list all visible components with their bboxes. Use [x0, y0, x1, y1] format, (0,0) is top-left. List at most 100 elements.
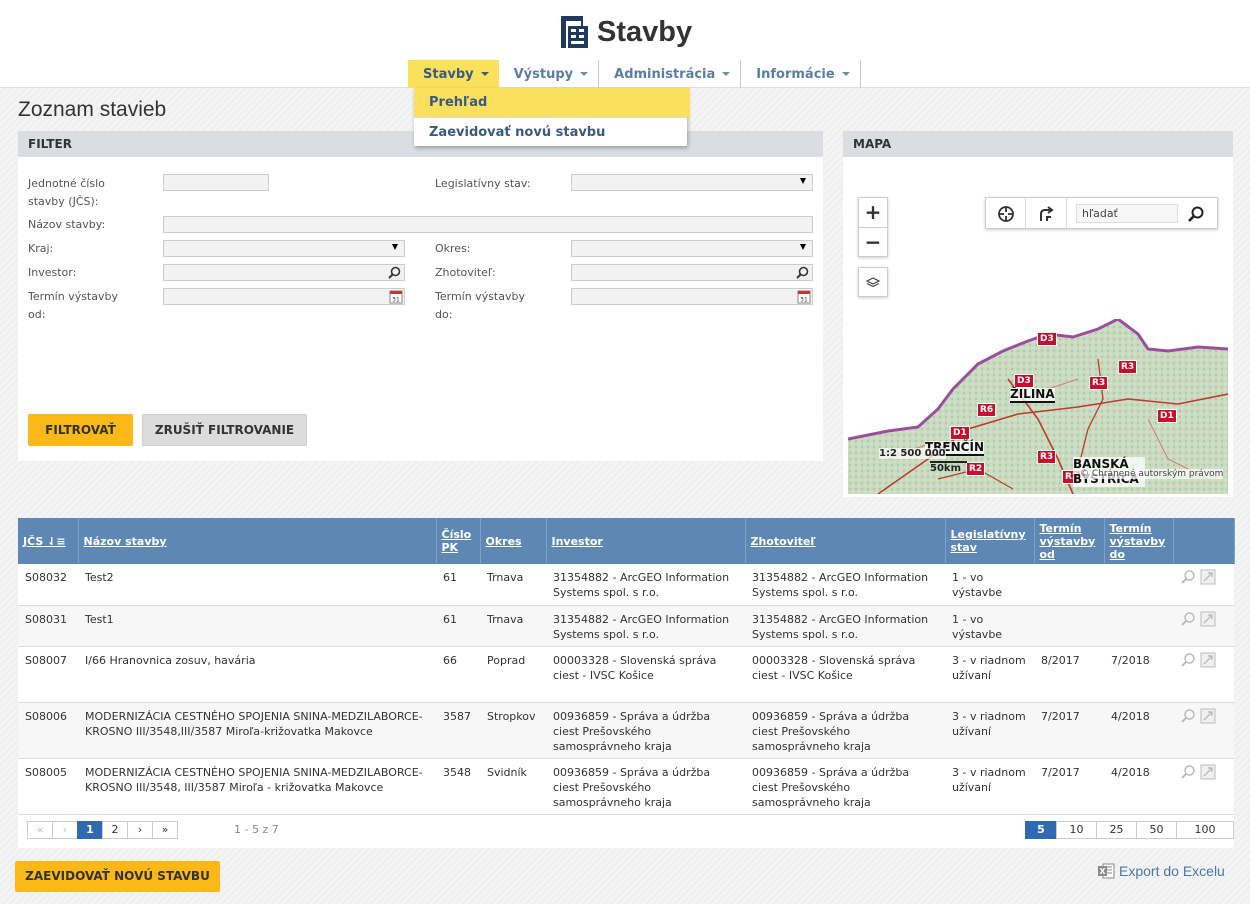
page-size-option[interactable]: 10 — [1056, 821, 1097, 839]
page-size-option[interactable]: 5 — [1025, 821, 1057, 839]
column-header-jcs[interactable]: JČS ⇃≡ — [18, 518, 79, 564]
column-header-stav[interactable]: Legislatívny stav — [945, 518, 1035, 564]
cell-investor: 00936859 - Správa a údržba ciest Prešovs… — [546, 758, 745, 815]
calendar-icon[interactable]: 31 — [389, 289, 403, 304]
nav-administracia[interactable]: Administrácia — [599, 60, 742, 88]
column-header-zhotovitel[interactable]: Zhotoviteľ — [745, 518, 946, 564]
page-button[interactable]: 1 — [77, 821, 103, 839]
page-size-selector: 5 10 25 50 100 — [1025, 821, 1234, 839]
export-label: Export do Excelu — [1119, 863, 1225, 879]
cell-pk: 3548 — [436, 758, 480, 815]
cell-okres: Stropkov — [480, 702, 546, 759]
cell-od: 7/2017 — [1034, 702, 1104, 759]
prev-page-button[interactable]: ‹ — [52, 821, 78, 839]
chevron-down-icon — [580, 72, 589, 76]
zoom-out-button[interactable]: − — [859, 227, 887, 256]
jcs-input[interactable] — [163, 174, 269, 191]
road-marker: D1 — [950, 426, 970, 440]
locate-icon[interactable] — [996, 204, 1016, 224]
town-label: ŽILINA — [1010, 387, 1055, 403]
table-row[interactable]: S08031 Test1 61 Trnava 31354882 - ArcGEO… — [18, 605, 1234, 647]
search-icon[interactable] — [1180, 569, 1196, 585]
filter-button[interactable]: FILTROVAŤ — [28, 414, 133, 446]
zhotovitel-input[interactable] — [571, 264, 813, 281]
column-label: JČS — [23, 534, 44, 548]
cell-zhotovitel: 00936859 - Správa a údržba ciest Prešovs… — [745, 758, 945, 815]
table-row[interactable]: S08006 MODERNIZÁCIA CESTNÉHO SPOJENIA SN… — [18, 702, 1234, 759]
nav-stavby[interactable]: Stavby — [408, 60, 499, 88]
app-logo[interactable]: Stavby — [559, 12, 692, 52]
jcs-label: Jednotné číslo stavby (JČS): — [28, 177, 105, 208]
column-header-nazov[interactable]: Názov stavby — [78, 518, 437, 564]
calendar-icon[interactable]: 31 — [797, 289, 811, 304]
layers-button[interactable] — [858, 267, 888, 297]
first-page-button[interactable]: « — [27, 821, 53, 839]
kraj-select[interactable] — [163, 240, 405, 257]
map-zoom-icon[interactable] — [1200, 611, 1216, 627]
column-header-investor[interactable]: Investor — [546, 518, 746, 564]
search-icon[interactable] — [796, 266, 809, 279]
cell-investor: 00003328 - Slovenská správa ciest - IVSC… — [546, 646, 745, 703]
nazov-input[interactable] — [163, 216, 813, 233]
legislativny-stav-label: Legislatívny stav: — [435, 177, 531, 190]
menu-item-zaevidovat[interactable]: Zaevidovať novú stavbu — [414, 117, 687, 146]
legislativny-stav-select[interactable] — [571, 174, 813, 191]
table-row[interactable]: S08005 MODERNIZÁCIA CESTNÉHO SPOJENIA SN… — [18, 758, 1234, 815]
map-zoom-icon[interactable] — [1200, 708, 1216, 724]
cell-stav: 1 - vo výstavbe — [945, 605, 1034, 647]
column-header-okres[interactable]: Okres — [480, 518, 547, 564]
page-button[interactable]: 2 — [102, 821, 128, 839]
menu-item-prehlad[interactable]: Prehľad — [414, 88, 690, 117]
map-canvas[interactable]: D3 D3 R3 R3 R6 D1 D1 R3 R2 R2 ŽILINA TRE… — [843, 157, 1233, 497]
next-page-button[interactable]: › — [127, 821, 153, 839]
search-icon[interactable] — [1180, 652, 1196, 668]
page-size-option[interactable]: 25 — [1096, 821, 1137, 839]
sort-desc-icon: ⇃≡ — [47, 534, 66, 548]
map-zoom-icon[interactable] — [1200, 764, 1216, 780]
termin-od-input[interactable]: 31 — [163, 288, 405, 305]
termin-do-label: Termín výstavby do: — [435, 290, 525, 321]
column-header-do[interactable]: Termín výstavby do — [1104, 518, 1174, 564]
zoom-in-button[interactable]: + — [864, 200, 882, 224]
route-icon[interactable] — [1036, 204, 1056, 224]
search-icon[interactable] — [388, 266, 401, 279]
column-header-pk[interactable]: Číslo PK — [436, 518, 481, 564]
nav-informacie[interactable]: Informácie — [741, 60, 861, 88]
search-icon[interactable] — [1180, 708, 1196, 724]
road-marker: R3 — [1089, 376, 1109, 390]
cell-investor: 00936859 - Správa a údržba ciest Prešovs… — [546, 702, 745, 759]
map-zoom-icon[interactable] — [1200, 652, 1216, 668]
add-stavba-button[interactable]: ZAEVIDOVAŤ NOVÚ STAVBU — [15, 861, 220, 892]
svg-text:31: 31 — [392, 297, 400, 304]
termin-do-input[interactable]: 31 — [571, 288, 813, 305]
cell-jcs: S08007 — [18, 646, 78, 703]
column-header-od[interactable]: Termín výstavby od — [1034, 518, 1105, 564]
nazov-label: Názov stavby: — [28, 218, 106, 231]
search-icon[interactable] — [1180, 611, 1196, 627]
last-page-button[interactable]: » — [152, 821, 178, 839]
cell-zhotovitel: 00003328 - Slovenská správa ciest - IVSC… — [745, 646, 945, 703]
map-header: MAPA — [843, 131, 1233, 157]
map-search-input[interactable]: hľadať — [1076, 204, 1178, 223]
chevron-down-icon — [480, 72, 489, 76]
cell-nazov: I/66 Hranovnica zosuv, havária — [78, 646, 436, 703]
nav-dropdown-menu: Prehľad Zaevidovať novú stavbu — [414, 88, 690, 146]
search-icon[interactable] — [1187, 205, 1205, 223]
main-nav: Stavby Výstupy Administrácia Informácie — [408, 60, 861, 88]
layers-icon — [865, 277, 881, 288]
investor-input[interactable] — [163, 264, 405, 281]
okres-select[interactable] — [571, 240, 813, 257]
page-size-option[interactable]: 100 — [1176, 821, 1234, 839]
search-icon[interactable] — [1180, 764, 1196, 780]
export-excel-link[interactable]: X Export do Excelu — [1097, 862, 1225, 880]
app-header: Stavby Stavby Výstupy Administrácia Info… — [0, 0, 1250, 88]
table-row[interactable]: S08007 I/66 Hranovnica zosuv, havária 66… — [18, 646, 1234, 703]
page-size-option[interactable]: 50 — [1136, 821, 1177, 839]
cell-nazov: Test2 — [78, 564, 436, 606]
map-zoom-icon[interactable] — [1200, 569, 1216, 585]
cell-do: 4/2018 — [1104, 702, 1173, 759]
reset-filter-button[interactable]: ZRUŠIŤ FILTROVANIE — [142, 414, 307, 446]
table-header-row: JČS ⇃≡ Názov stavby Číslo PK Okres Inves… — [18, 518, 1235, 564]
nav-vystupy[interactable]: Výstupy — [499, 60, 600, 88]
table-row[interactable]: S08032 Test2 61 Trnava 31354882 - ArcGEO… — [18, 564, 1234, 606]
